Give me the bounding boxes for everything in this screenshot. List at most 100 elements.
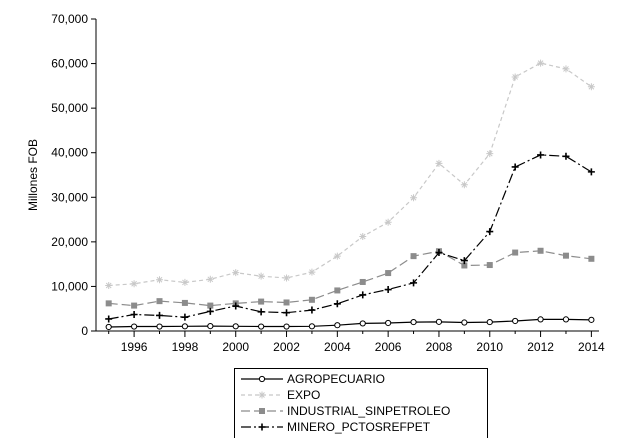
- data-point: [105, 315, 113, 323]
- legend-swatch: [241, 391, 283, 399]
- x-tick-label: 1998: [172, 340, 199, 354]
- legend-entry: MINERO_PCTOSREFPET: [235, 419, 487, 435]
- y-tick-label: 10,000: [51, 279, 88, 293]
- data-point: [461, 262, 468, 269]
- legend-label: MINERO_PCTOSREFPET: [287, 420, 431, 434]
- legend-label: INDUSTRIAL_SINPETROLEO: [287, 404, 451, 418]
- y-tick-label: 20,000: [51, 235, 88, 249]
- y-tick-label: 60,000: [51, 57, 88, 71]
- data-point: [334, 322, 341, 329]
- x-tick-label: 2002: [273, 340, 300, 354]
- series-line-agropecuario: [108, 318, 592, 328]
- x-tick-label: 2010: [476, 340, 503, 354]
- data-point: [486, 262, 493, 269]
- y-axis-ticks: 0 10,000 20,000 30,000 40,000 50,000 60,000 70,…: [51, 12, 96, 338]
- data-point: [308, 306, 316, 314]
- data-point: [181, 278, 189, 286]
- data-point: [587, 168, 595, 176]
- data-point: [537, 247, 544, 254]
- series-line-industrial_sinpetroleo: [108, 250, 592, 307]
- data-point: [384, 286, 392, 294]
- data-point: [359, 278, 366, 285]
- data-point: [232, 269, 240, 277]
- data-point: [308, 296, 315, 303]
- data-point: [206, 275, 214, 283]
- data-point: [130, 311, 138, 319]
- data-point: [486, 150, 494, 158]
- data-point: [511, 163, 519, 171]
- data-point: [562, 152, 570, 160]
- data-point: [410, 194, 418, 202]
- data-point: [283, 299, 290, 306]
- data-point: [359, 291, 367, 299]
- series-line-expo: [108, 62, 592, 287]
- data-point: [283, 323, 290, 330]
- data-point: [156, 323, 163, 330]
- data-point: [131, 323, 138, 330]
- data-point: [257, 308, 265, 316]
- data-point: [562, 316, 570, 323]
- data-point: [181, 299, 188, 306]
- data-point: [587, 83, 595, 91]
- data-point: [410, 279, 418, 287]
- x-tick-label: 2008: [426, 340, 453, 354]
- data-point: [385, 319, 392, 327]
- x-tick-label: 2006: [375, 340, 402, 354]
- data-point: [232, 302, 240, 310]
- data-point: [105, 282, 113, 290]
- data-point: [537, 316, 544, 323]
- data-point: [537, 151, 545, 159]
- data-point: [105, 300, 112, 307]
- data-point: [156, 276, 164, 284]
- data-point: [156, 298, 163, 305]
- x-tick-label: 2012: [527, 340, 554, 354]
- data-point: [384, 218, 392, 226]
- data-point: [385, 270, 392, 277]
- data-point: [257, 272, 265, 280]
- data-point: [486, 228, 494, 236]
- data-point: [333, 300, 341, 308]
- legend-label: AGROPECUARIO: [287, 372, 386, 386]
- data-point: [512, 249, 519, 256]
- data-point: [181, 313, 189, 321]
- data-point: [334, 287, 341, 294]
- legend: AGROPECUARIO EXPO INDUSTRIAL_SINPETROLEO MI…: [234, 368, 488, 438]
- data-point: [359, 233, 367, 241]
- data-point: [435, 159, 443, 167]
- legend-entry: AGROPECUARIO: [235, 371, 487, 387]
- y-tick-label: 40,000: [51, 146, 88, 160]
- data-point: [258, 298, 265, 305]
- legend-marker: [258, 423, 266, 431]
- legend-swatch: [241, 375, 283, 383]
- legend-marker: [259, 408, 265, 414]
- data-point: [562, 65, 570, 73]
- series-line-minero_pctosrefpet: [108, 154, 592, 320]
- legend-swatch: [241, 423, 283, 431]
- data-point: [308, 268, 316, 276]
- data-point: [232, 323, 239, 330]
- data-point: [105, 323, 112, 331]
- data-point: [181, 323, 189, 330]
- x-tick-label: 1996: [121, 340, 148, 354]
- data-point: [207, 302, 214, 309]
- y-axis-label: Millones FOB: [26, 139, 40, 211]
- data-point: [511, 73, 519, 81]
- y-tick-label: 0: [81, 324, 88, 338]
- line-chart: Millones FOB 0 10,000 20,000 30,000 40,000 50…: [26, 12, 605, 354]
- legend-swatch: [241, 408, 283, 414]
- legend-entry: EXPO: [235, 387, 487, 403]
- x-tick-label: 2014: [578, 340, 605, 354]
- data-point: [206, 307, 214, 315]
- data-point: [333, 252, 341, 260]
- y-tick-label: 30,000: [51, 190, 88, 204]
- data-point: [283, 309, 291, 317]
- data-point: [588, 316, 595, 323]
- x-tick-label: 2000: [222, 340, 249, 354]
- data-point: [130, 280, 138, 288]
- series-lines: [105, 59, 595, 331]
- legend-label: EXPO: [287, 388, 321, 402]
- legend-marker: [258, 391, 266, 399]
- data-point: [486, 318, 493, 326]
- data-point: [258, 323, 265, 330]
- data-point: [460, 257, 468, 265]
